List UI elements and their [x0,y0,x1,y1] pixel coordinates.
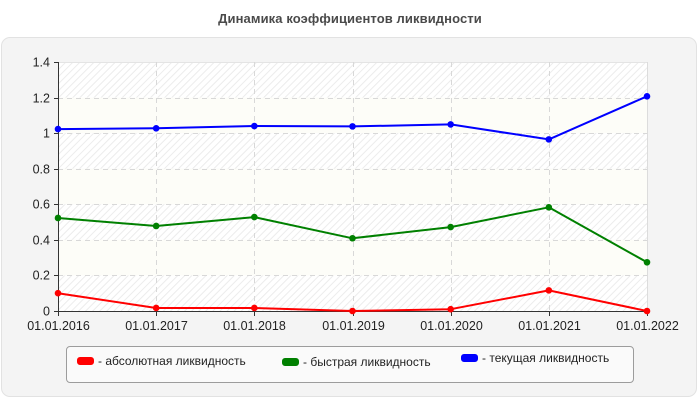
data-point-marker[interactable] [54,289,62,297]
plot-band [58,133,647,169]
data-point-marker[interactable] [349,123,356,130]
data-point-marker[interactable] [447,223,454,231]
x-tick-label: 01.01.2022 [616,319,679,333]
plot-bands [58,62,648,311]
data-point-marker[interactable] [545,204,553,211]
y-tick-label: 0 [43,305,50,319]
legend-item-absolute-liquidity[interactable]: - абсолютная ликвидность [77,354,246,368]
axes: 0 0.2 0.4 0.6 0.8 1 1.2 1.4 01.01.2016 01.01.2017… [27,56,679,334]
data-point-marker[interactable] [152,125,160,132]
legend-swatch-red-icon [77,357,94,365]
y-tick-label: 1.4 [33,56,50,70]
legend-swatch-blue-icon [461,354,478,362]
data-point-marker[interactable] [251,304,258,312]
data-point-marker[interactable] [643,93,651,100]
plot-band [58,168,647,205]
legend-label: - быстрая ликвидность [303,355,431,369]
data-point-marker[interactable] [447,121,454,128]
data-series [54,93,651,315]
data-point-marker[interactable] [251,122,258,130]
data-point-marker[interactable] [152,222,160,230]
x-tick-label: 01.01.2017 [125,319,188,333]
data-point-marker[interactable] [54,125,62,133]
y-tick-label: 0.4 [33,234,50,248]
series-0 [54,287,651,315]
x-tick-label: 01.01.2019 [322,319,385,333]
y-tick-label: 0.8 [33,163,50,177]
x-tick-label: 01.01.2021 [518,319,581,333]
data-point-marker[interactable] [447,305,454,313]
legend-item-current-liquidity[interactable]: - текущая ликвидность [461,351,609,365]
y-tick-label: 0.6 [33,198,50,212]
plot-band [58,204,647,240]
data-point-marker[interactable] [545,287,553,294]
y-tick-label: 1 [43,127,50,141]
y-tick-label: 1.2 [33,92,50,106]
data-point-marker[interactable] [545,136,553,143]
data-point-marker[interactable] [54,214,62,222]
x-tick-label: 01.01.2020 [420,319,483,333]
legend-label: - абсолютная ликвидность [98,354,246,368]
x-tick-label: 01.01.2016 [27,319,90,333]
legend: - абсолютная ликвидность - быстрая ликви… [66,346,634,383]
chart-title: Динамика коэффициентов ликвидности [218,11,482,26]
legend-swatch-green-icon [282,358,299,366]
data-point-marker[interactable] [643,307,651,315]
series-1 [54,204,651,266]
data-point-marker[interactable] [349,234,356,242]
legend-item-quick-liquidity[interactable]: - быстрая ликвидность [282,355,431,369]
legend-label: - текущая ликвидность [482,351,610,365]
plot-band [58,239,647,276]
y-tick-label: 0.2 [33,269,50,283]
data-point-marker[interactable] [152,304,160,312]
x-tick-label: 01.01.2018 [223,319,286,333]
plot-band [58,62,647,98]
data-point-marker[interactable] [643,258,651,266]
series-2 [54,93,651,143]
data-point-marker[interactable] [251,213,258,221]
data-point-marker[interactable] [349,307,356,315]
